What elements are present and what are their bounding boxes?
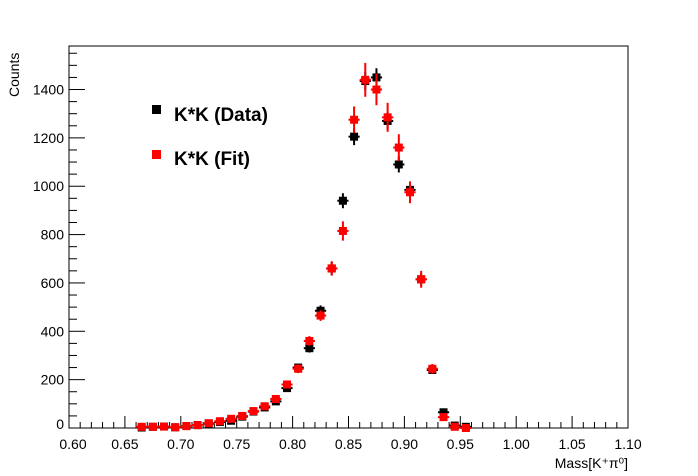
x-axis-title: Mass[K⁺π⁰] bbox=[555, 455, 628, 471]
data-point bbox=[136, 422, 148, 431]
data-point bbox=[236, 411, 248, 420]
marker bbox=[316, 311, 325, 320]
data-point bbox=[191, 421, 204, 430]
x-tick-label: 1.05 bbox=[558, 436, 585, 452]
marker bbox=[160, 422, 169, 431]
y-tick-label: 600 bbox=[41, 275, 65, 291]
marker bbox=[249, 407, 258, 416]
series-fit bbox=[136, 62, 472, 432]
data-point bbox=[225, 414, 237, 423]
x-tick-labels: 0.60 0.65 0.70 0.75 0.80 0.85 0.90 0.95 1.00 1.05… bbox=[59, 436, 641, 452]
x-tick-label: 0.60 bbox=[59, 436, 86, 452]
data-point bbox=[370, 73, 383, 106]
y-tick-label: 0 bbox=[56, 416, 64, 432]
data-point bbox=[460, 424, 472, 432]
data-point bbox=[303, 336, 315, 346]
data-point bbox=[314, 310, 327, 321]
x-tick-label: 0.70 bbox=[167, 436, 194, 452]
marker bbox=[350, 115, 359, 124]
marker bbox=[171, 423, 180, 432]
legend-label-data: K*K (Data) bbox=[174, 105, 268, 126]
y-tick-label: 200 bbox=[41, 372, 65, 388]
data-point bbox=[449, 422, 461, 431]
marker bbox=[372, 85, 381, 94]
marker bbox=[350, 132, 359, 141]
x-tick-label: 0.85 bbox=[335, 436, 362, 452]
y-tick-label: 400 bbox=[41, 323, 65, 339]
data-point bbox=[180, 422, 192, 431]
marker bbox=[148, 422, 157, 431]
data-point bbox=[337, 193, 349, 209]
data-point bbox=[203, 419, 215, 428]
data-point bbox=[214, 417, 226, 426]
data-point bbox=[426, 363, 438, 374]
data-point bbox=[348, 106, 360, 134]
marker bbox=[428, 364, 437, 373]
x-tick-label: 1.10 bbox=[614, 436, 641, 452]
marker bbox=[215, 417, 224, 426]
marker bbox=[271, 394, 280, 403]
marker bbox=[361, 75, 370, 84]
marker bbox=[137, 422, 146, 431]
legend: K*K (Data) K*K (Fit) bbox=[152, 105, 268, 170]
legend-marker-fit bbox=[152, 150, 161, 159]
data-point bbox=[437, 413, 450, 422]
marker bbox=[439, 413, 448, 422]
marker bbox=[417, 275, 426, 284]
x-tick-label: 0.90 bbox=[391, 436, 418, 452]
data-point bbox=[393, 134, 405, 161]
marker bbox=[182, 422, 191, 431]
x-tick-label: 0.75 bbox=[223, 436, 250, 452]
data-points bbox=[136, 62, 472, 432]
data-point bbox=[281, 380, 293, 389]
marker bbox=[193, 421, 202, 430]
data-point bbox=[169, 423, 181, 432]
marker bbox=[260, 402, 269, 411]
marker bbox=[405, 188, 414, 197]
marker bbox=[327, 264, 336, 273]
x-tick-label: 0.65 bbox=[111, 436, 138, 452]
marker bbox=[394, 160, 403, 169]
marker bbox=[305, 344, 314, 353]
y-tick-label: 800 bbox=[41, 227, 65, 243]
data-point bbox=[382, 102, 394, 132]
marker bbox=[439, 408, 448, 417]
marker bbox=[338, 196, 347, 205]
data-point bbox=[415, 270, 427, 288]
marker bbox=[338, 226, 347, 235]
plot-frame bbox=[68, 45, 629, 429]
data-point bbox=[259, 402, 271, 411]
y-tick-label: 1200 bbox=[33, 130, 64, 146]
y-tick-label: 1000 bbox=[33, 178, 64, 194]
y-tick-label: 1400 bbox=[33, 82, 64, 98]
legend-label-fit: K*K (Fit) bbox=[174, 149, 250, 170]
data-point bbox=[337, 221, 349, 241]
x-tick-label: 1.00 bbox=[503, 436, 530, 452]
data-point bbox=[158, 422, 170, 431]
marker bbox=[227, 414, 236, 423]
x-tick-label: 0.95 bbox=[447, 436, 474, 452]
marker bbox=[204, 419, 213, 428]
marker bbox=[305, 336, 314, 345]
legend-marker-data bbox=[152, 105, 161, 114]
data-point bbox=[147, 422, 159, 431]
marker bbox=[238, 411, 247, 420]
marker bbox=[450, 422, 459, 431]
data-point bbox=[270, 394, 282, 403]
marker bbox=[294, 364, 303, 373]
marker bbox=[461, 424, 470, 432]
data-point bbox=[326, 261, 338, 276]
x-tick-label: 0.80 bbox=[279, 436, 306, 452]
data-point bbox=[359, 62, 371, 97]
marker bbox=[394, 143, 403, 152]
marker bbox=[283, 380, 292, 389]
data-point bbox=[292, 364, 304, 374]
y-tick-labels: 0 200 400 600 800 1000 1200 1400 bbox=[33, 82, 64, 432]
marker bbox=[383, 113, 392, 122]
y-axis-title: Counts bbox=[6, 53, 22, 97]
data-point bbox=[404, 181, 416, 204]
data-point bbox=[247, 407, 260, 416]
